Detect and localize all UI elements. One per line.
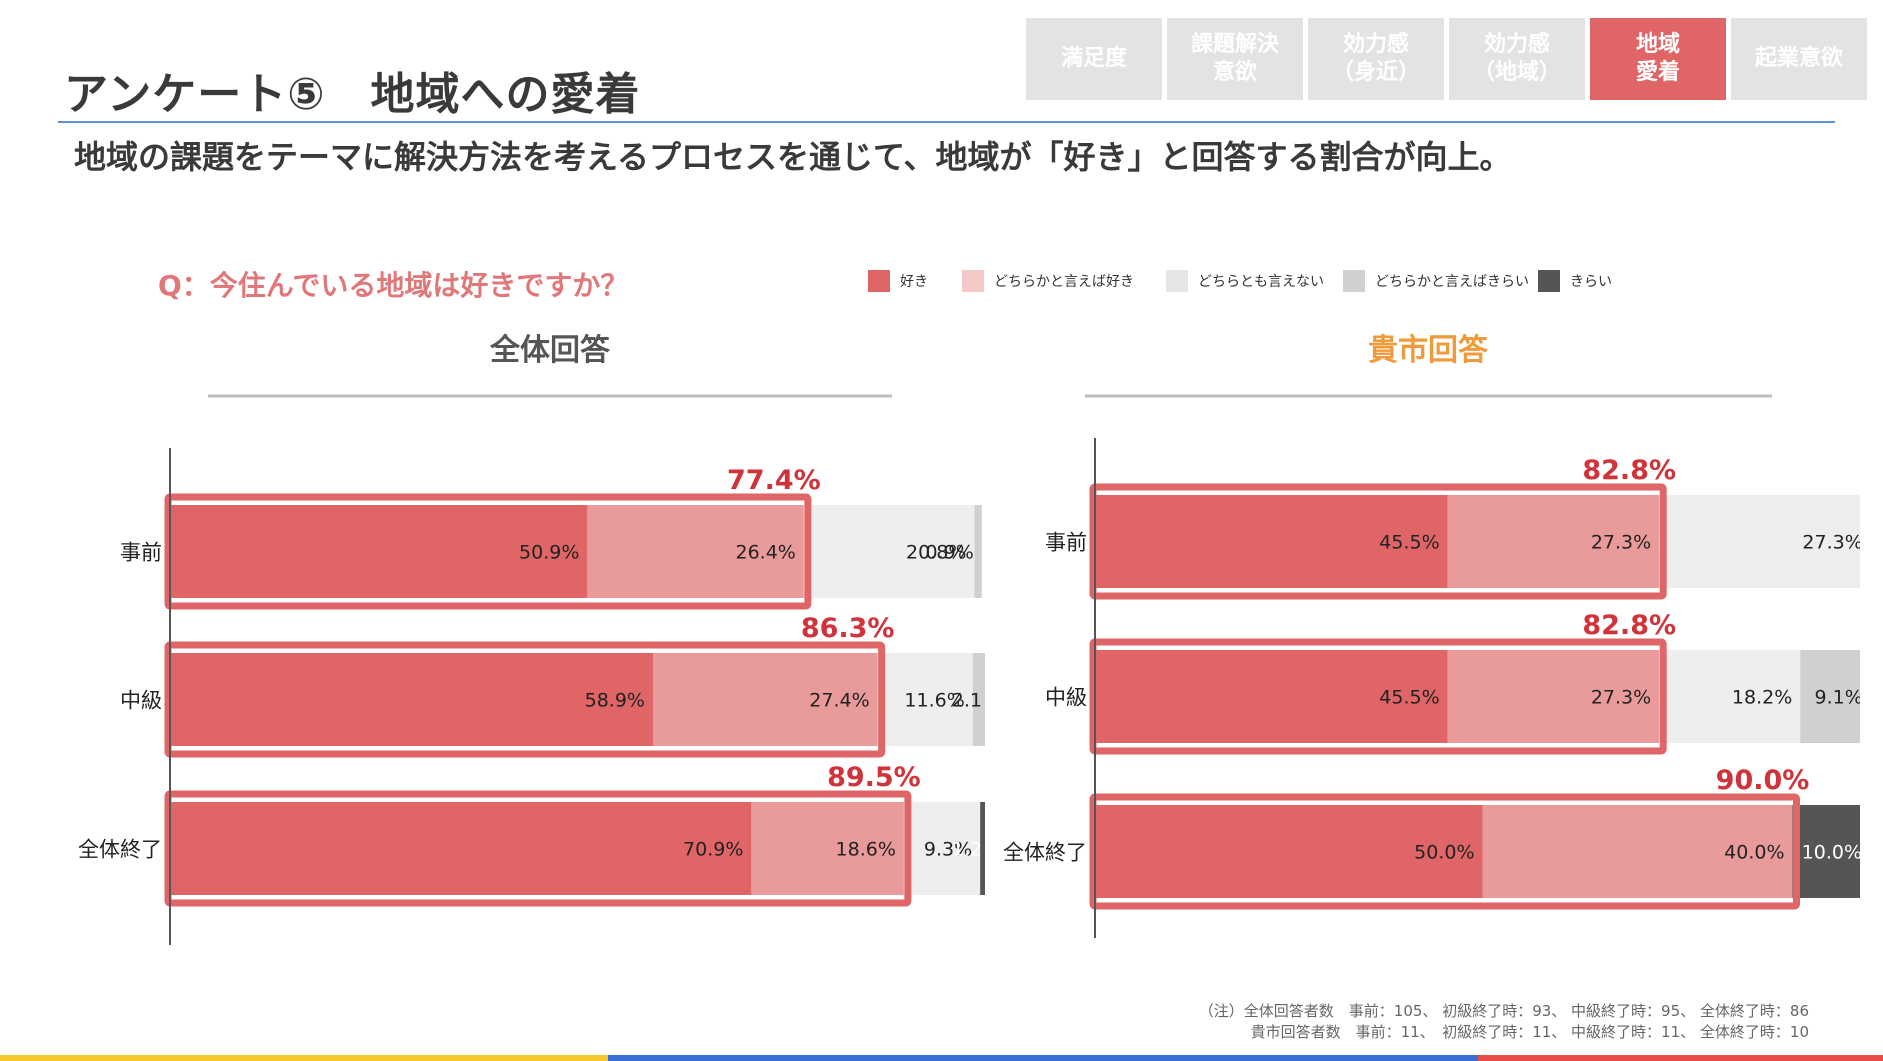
bottom-bar-yellow: [0, 1055, 608, 1061]
chart-title: 全体回答: [489, 333, 611, 368]
highlight-total-label: 86.3%: [801, 613, 895, 644]
segment-label: 2.1: [952, 690, 982, 712]
overall-chart: 全体回答 50.9% 26.4% 20.8%0.9% 58.9% 27.4% 11.6%2.…: [78, 333, 990, 945]
segment-label: 40.0%: [1724, 842, 1784, 864]
footnote-line-2: 貴市回答者数 事前：11、 初級終了時：11、 中級終了時：11、 全体終了時：…: [1251, 1023, 1809, 1041]
bar-segment: [974, 505, 981, 598]
category-label: 中級: [1045, 686, 1087, 710]
bar-segment: [170, 802, 751, 895]
segment-label: 18.2%: [1732, 687, 1792, 709]
footnote: （注）全体回答者数 事前：105、 初級終了時：93、 中級終了時：95、 全体…: [1199, 1001, 1809, 1043]
segment-label: 10.0%: [1802, 842, 1862, 864]
segment-label: 27.4%: [809, 690, 869, 712]
segment-label: 27.3%: [1802, 532, 1862, 554]
segment-label: 0.9%: [926, 542, 974, 564]
category-label: 全体終了: [1003, 841, 1087, 865]
highlight-total-label: 82.8%: [1582, 610, 1676, 641]
bar-group: 45.5% 27.3% 27.3% 45.5% 27.3% 18.2% 9.1% 50.0% 4…: [1095, 495, 1871, 898]
segment-label: 58.9%: [585, 690, 645, 712]
category-label: 中級: [120, 689, 162, 713]
segment-label: 27.3%: [1591, 532, 1651, 554]
chart-title: 貴市回答: [1368, 333, 1489, 368]
footnote-line-1: （注）全体回答者数 事前：105、 初級終了時：93、 中級終了時：95、 全体…: [1199, 1002, 1809, 1020]
segment-label: 45.5%: [1379, 687, 1439, 709]
highlight-total-label: 89.5%: [827, 762, 921, 793]
segment-label: 26.4%: [736, 542, 796, 564]
bottom-bar-red: [1478, 1055, 1883, 1061]
bottom-color-bar: [0, 1055, 1883, 1061]
highlight-total-label: 77.4%: [727, 465, 821, 496]
highlight-total-label: 90.0%: [1716, 765, 1810, 796]
segment-label: 50.0%: [1414, 842, 1474, 864]
bar-segment: [170, 653, 653, 746]
segment-label: 27.3%: [1591, 687, 1651, 709]
category-label: 事前: [120, 541, 162, 565]
bottom-bar-blue: [608, 1055, 1478, 1061]
category-label: 全体終了: [78, 838, 162, 862]
segment-label: 1.2: [952, 839, 982, 861]
segment-label: 45.5%: [1379, 532, 1439, 554]
segment-label: 70.9%: [683, 839, 743, 861]
segment-label: 18.6%: [836, 839, 896, 861]
highlight-total-label: 82.8%: [1582, 455, 1676, 486]
bar-group: 50.9% 26.4% 20.8%0.9% 58.9% 27.4% 11.6%2.1 70.…: [170, 505, 990, 895]
category-label: 事前: [1045, 531, 1087, 555]
city-chart: 貴市回答 45.5% 27.3% 27.3% 45.5% 27.3% 18.2% 9.1% 50…: [1003, 333, 1871, 938]
segment-label: 50.9%: [519, 542, 579, 564]
segment-label: 9.1%: [1814, 687, 1862, 709]
